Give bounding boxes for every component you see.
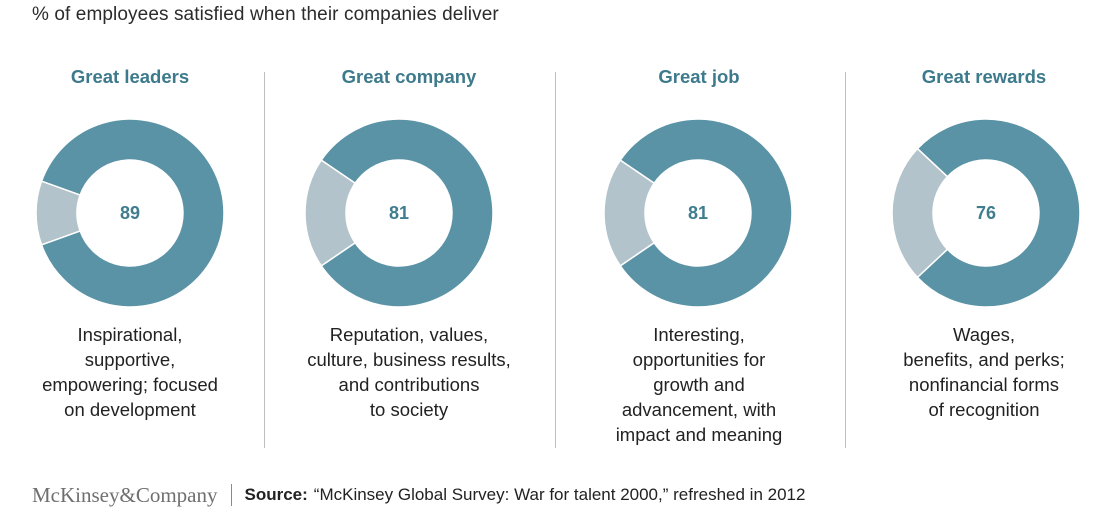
remainder-slice [603, 159, 656, 267]
mckinsey-logo: McKinsey&Company [32, 482, 218, 507]
panel-divider [264, 72, 265, 448]
satisfied-slice [320, 118, 494, 308]
satisfied-slice [619, 118, 793, 308]
remainder-slice [891, 147, 949, 279]
donut-value-label: 81 [688, 203, 708, 223]
donut-panel: Great rewards 76 Wages, benefits, and perk… [862, 60, 1106, 450]
donut-value-label: 89 [120, 203, 140, 223]
donut-chart: 89 [35, 118, 225, 308]
footer: McKinsey&Company Source: “McKinsey Globa… [32, 482, 805, 508]
panel-description: Interesting, opportunities for growth an… [615, 324, 783, 445]
panel-title: Great job [658, 66, 740, 87]
donut-chart: 81 [603, 118, 793, 308]
donut-chart: 81 [304, 118, 494, 308]
remainder-slice [35, 180, 82, 246]
panel-title: Great rewards [921, 66, 1047, 87]
source-text: “McKinsey Global Survey: War for talent … [313, 485, 806, 504]
satisfied-slice [40, 118, 225, 308]
donut-panel: Great leaders 89 Inspirational, supportive… [18, 60, 242, 450]
source-label: Source: [244, 485, 308, 504]
panel-description: Reputation, values, culture, business re… [307, 324, 511, 420]
donut-chart: 76 [891, 118, 1081, 308]
donut-panels: Great leaders 89 Inspirational, supportive… [0, 60, 1113, 460]
satisfied-slice [916, 118, 1081, 308]
footer-separator [231, 484, 233, 506]
donut-value-label: 81 [389, 203, 409, 223]
remainder-slice [304, 159, 357, 267]
panel-title: Great company [341, 66, 477, 87]
panel-divider [555, 72, 556, 448]
donut-panel: Great job 81 Interesting, opportunities fo… [573, 60, 825, 450]
donut-value-label: 76 [976, 203, 996, 223]
panel-divider [845, 72, 846, 448]
panel-description: Wages, benefits, and perks; nonfinancial… [903, 324, 1065, 420]
chart-subtitle: % of employees satisfied when their comp… [32, 4, 499, 25]
donut-panel: Great company 81 Reputation, values, cultu… [282, 60, 536, 450]
panel-description: Inspirational, supportive, empowering; f… [42, 324, 218, 420]
panel-title: Great leaders [70, 66, 190, 87]
